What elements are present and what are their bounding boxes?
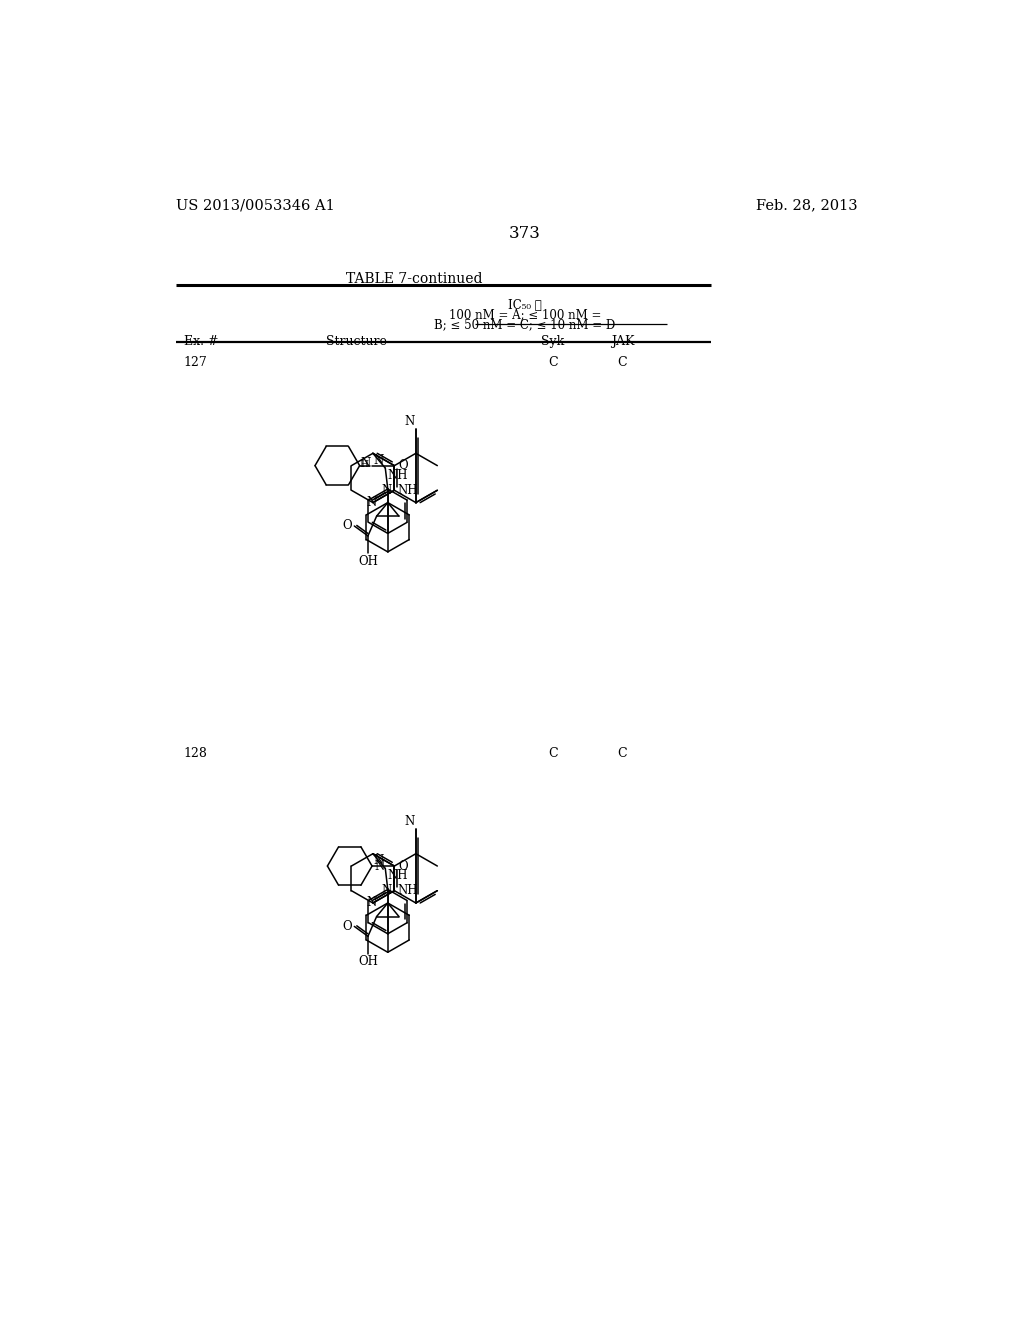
Text: C: C xyxy=(617,747,628,760)
Text: N: N xyxy=(374,854,384,867)
Text: 373: 373 xyxy=(509,224,541,242)
Text: N: N xyxy=(367,496,377,510)
Text: 128: 128 xyxy=(183,747,208,760)
Text: C: C xyxy=(548,355,557,368)
Text: NH: NH xyxy=(388,469,409,482)
Text: C: C xyxy=(617,355,628,368)
Text: N: N xyxy=(382,884,392,898)
Text: IC₅₀ ≧: IC₅₀ ≧ xyxy=(508,298,542,312)
Text: O: O xyxy=(398,859,408,873)
Text: O: O xyxy=(342,520,352,532)
Text: NH: NH xyxy=(397,483,418,496)
Text: N: N xyxy=(367,896,377,909)
Text: O: O xyxy=(398,459,408,473)
Text: N: N xyxy=(375,859,385,873)
Text: Feb. 28, 2013: Feb. 28, 2013 xyxy=(756,198,857,213)
Text: N: N xyxy=(404,414,415,428)
Text: JAK: JAK xyxy=(610,335,634,347)
Text: N: N xyxy=(382,483,392,496)
Text: B; ≤ 50 nM = C; ≤ 10 nM = D: B; ≤ 50 nM = C; ≤ 10 nM = D xyxy=(434,318,615,331)
Text: US 2013/0053346 A1: US 2013/0053346 A1 xyxy=(176,198,335,213)
Text: OH: OH xyxy=(358,554,378,568)
Text: N: N xyxy=(374,454,384,467)
Text: N: N xyxy=(404,816,415,829)
Text: C: C xyxy=(548,747,557,760)
Text: 127: 127 xyxy=(183,355,208,368)
Text: H: H xyxy=(360,461,369,470)
Text: 100 nM = A; ≤ 100 nM =: 100 nM = A; ≤ 100 nM = xyxy=(449,309,601,322)
Text: TABLE 7-continued: TABLE 7-continued xyxy=(346,272,483,286)
Text: N: N xyxy=(360,457,371,470)
Text: Structure: Structure xyxy=(327,335,387,347)
Text: Syk: Syk xyxy=(541,335,564,347)
Text: NH: NH xyxy=(397,884,418,898)
Text: OH: OH xyxy=(358,956,378,968)
Text: Ex. #: Ex. # xyxy=(183,335,218,347)
Text: NH: NH xyxy=(388,870,409,882)
Text: O: O xyxy=(342,920,352,933)
